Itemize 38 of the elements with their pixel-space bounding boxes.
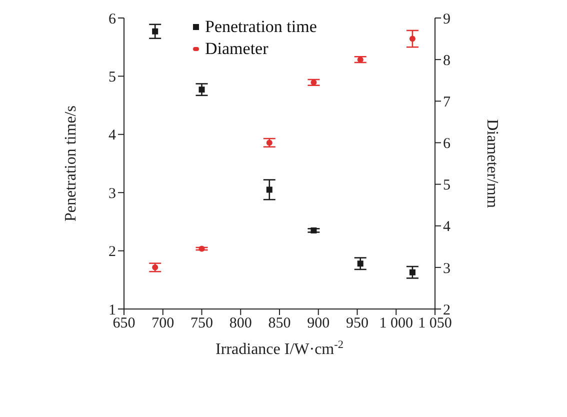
y-tick-label: 1 bbox=[108, 302, 116, 318]
point bbox=[198, 246, 205, 252]
x-tick-label: 650 bbox=[112, 316, 136, 332]
x-tick-label: 1 050 bbox=[418, 316, 452, 332]
x-tick-label: 850 bbox=[268, 316, 291, 332]
y-axis-title: Penetration time/s bbox=[62, 106, 80, 222]
y2-tick-label: 2 bbox=[443, 302, 450, 318]
legend-label: Diameter bbox=[205, 38, 268, 60]
point bbox=[152, 28, 158, 34]
point bbox=[409, 269, 416, 276]
y-tick-label: 4 bbox=[108, 128, 116, 144]
x-tick-label: 900 bbox=[307, 316, 330, 332]
y-tick-label: 2 bbox=[108, 244, 116, 260]
y2-tick-label: 9 bbox=[443, 11, 450, 28]
y2-tick-label: 7 bbox=[443, 94, 451, 110]
x-tick-label: 950 bbox=[346, 316, 368, 332]
y2-tick-label: 5 bbox=[443, 178, 450, 194]
y2-tick-label: 6 bbox=[443, 136, 451, 152]
x-axis-title: Irradiance I/W·cm$^{-2}$ bbox=[216, 339, 344, 358]
y2-axis-title: Diameter/mm bbox=[483, 119, 500, 208]
y2-tick-label: 3 bbox=[443, 260, 450, 277]
y2-tick-label: 8 bbox=[443, 52, 450, 69]
point bbox=[198, 86, 205, 93]
point bbox=[152, 264, 158, 270]
y2-tick-label: 4 bbox=[443, 219, 451, 236]
point bbox=[409, 36, 416, 42]
point bbox=[266, 186, 272, 193]
legend-label: Penetration time bbox=[205, 16, 317, 38]
point bbox=[266, 140, 272, 146]
x-tick-label: 750 bbox=[190, 316, 213, 332]
y-tick-label: 3 bbox=[108, 186, 116, 202]
x-tick-label: 700 bbox=[152, 316, 174, 332]
point bbox=[357, 260, 364, 267]
x-tick-label: 1 000 bbox=[379, 316, 413, 332]
y-tick-label: 6 bbox=[108, 11, 116, 28]
y-tick-label: 5 bbox=[108, 70, 116, 86]
point bbox=[310, 227, 317, 234]
x-tick-label: 800 bbox=[229, 316, 252, 332]
